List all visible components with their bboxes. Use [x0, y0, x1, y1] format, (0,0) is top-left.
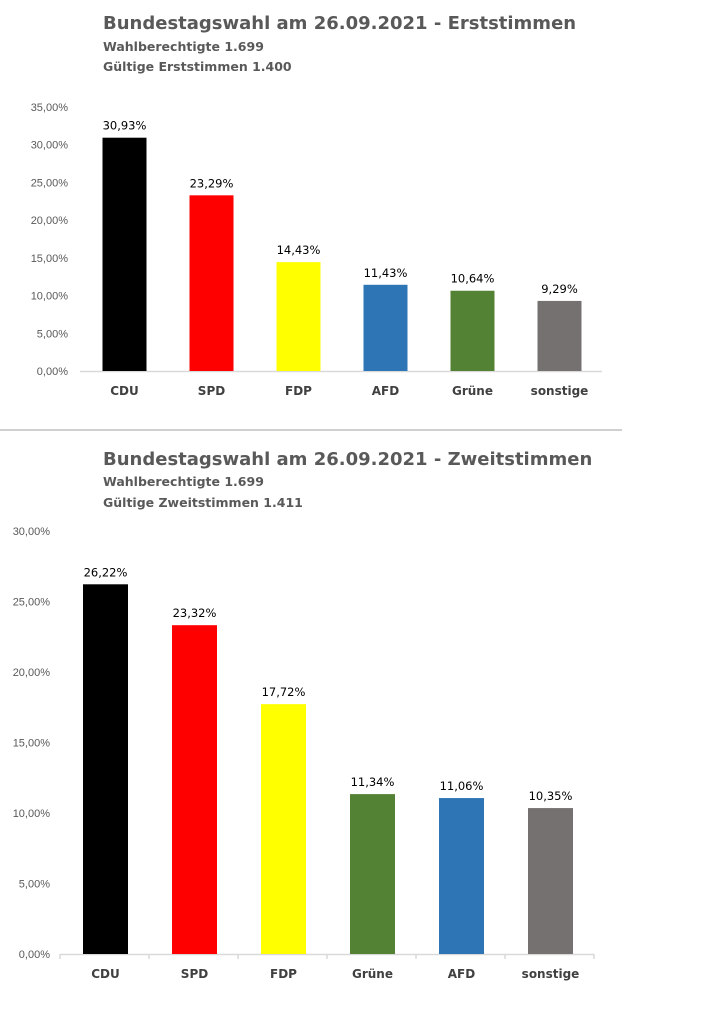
- category-label: Grüne: [452, 384, 493, 398]
- category-label: AFD: [372, 384, 399, 398]
- category-label: CDU: [110, 384, 139, 398]
- chart-subtitle-2: Gültige Erststimmen 1.400: [103, 59, 292, 74]
- bar-afd: [439, 798, 484, 954]
- data-label: 10,64%: [451, 272, 495, 286]
- chart-subtitle-1: Wahlberechtigte 1.699: [103, 39, 264, 54]
- bar-spd: [189, 195, 234, 371]
- y-tick-label: 15,00%: [13, 738, 51, 750]
- bar-spd: [172, 625, 217, 954]
- data-label: 23,29%: [190, 176, 234, 190]
- data-label: 14,43%: [277, 243, 321, 257]
- bar-afd: [363, 284, 408, 371]
- y-tick-label: 20,00%: [31, 215, 69, 227]
- bar-sonstige: [528, 808, 573, 954]
- y-tick-label: 20,00%: [13, 667, 51, 679]
- y-tick-label: 30,00%: [31, 140, 69, 152]
- category-label: CDU: [91, 967, 120, 981]
- category-label: Grüne: [352, 967, 393, 981]
- data-label: 26,22%: [84, 565, 128, 579]
- y-tick-label: 15,00%: [31, 253, 69, 265]
- chart-title: Bundestagswahl am 26.09.2021 - Zweitstim…: [103, 449, 592, 470]
- y-tick-label: 10,00%: [31, 291, 69, 303]
- y-tick-label: 0,00%: [19, 949, 50, 961]
- chart-subtitle-1: Wahlberechtigte 1.699: [103, 474, 264, 489]
- bar-cdu: [83, 584, 128, 954]
- data-label: 11,34%: [351, 775, 395, 789]
- y-tick-label: 25,00%: [13, 597, 51, 609]
- y-tick-label: 30,00%: [13, 526, 51, 538]
- erststimmen-chart: Bundestagswahl am 26.09.2021 - Erststimm…: [31, 13, 602, 398]
- data-label: 11,06%: [440, 779, 484, 793]
- y-tick-label: 25,00%: [31, 177, 69, 189]
- data-label: 9,29%: [541, 282, 578, 296]
- bar-grüne: [350, 794, 395, 954]
- data-label: 10,35%: [529, 789, 573, 803]
- bar-grüne: [450, 290, 495, 371]
- data-label: 11,43%: [364, 266, 408, 280]
- data-label: 30,93%: [103, 119, 147, 133]
- data-label: 23,32%: [173, 606, 217, 620]
- zweitstimmen-chart: Bundestagswahl am 26.09.2021 - Zweitstim…: [13, 449, 595, 981]
- chart-subtitle-2: Gültige Zweitstimmen 1.411: [103, 495, 303, 510]
- category-label: AFD: [448, 967, 475, 981]
- category-label: SPD: [181, 967, 208, 981]
- bar-fdp: [261, 704, 306, 954]
- y-tick-label: 10,00%: [13, 808, 51, 820]
- bar-fdp: [276, 262, 321, 371]
- chart-title: Bundestagswahl am 26.09.2021 - Erststimm…: [103, 13, 576, 34]
- y-tick-label: 35,00%: [31, 102, 69, 114]
- category-label: FDP: [285, 384, 312, 398]
- y-tick-label: 5,00%: [19, 879, 50, 891]
- data-label: 17,72%: [262, 685, 306, 699]
- y-tick-label: 0,00%: [37, 366, 68, 378]
- category-label: FDP: [270, 967, 297, 981]
- bar-sonstige: [537, 300, 582, 371]
- y-tick-label: 5,00%: [37, 328, 68, 340]
- category-label: sonstige: [531, 384, 589, 398]
- category-label: SPD: [198, 384, 225, 398]
- bar-cdu: [102, 137, 147, 371]
- category-label: sonstige: [522, 967, 580, 981]
